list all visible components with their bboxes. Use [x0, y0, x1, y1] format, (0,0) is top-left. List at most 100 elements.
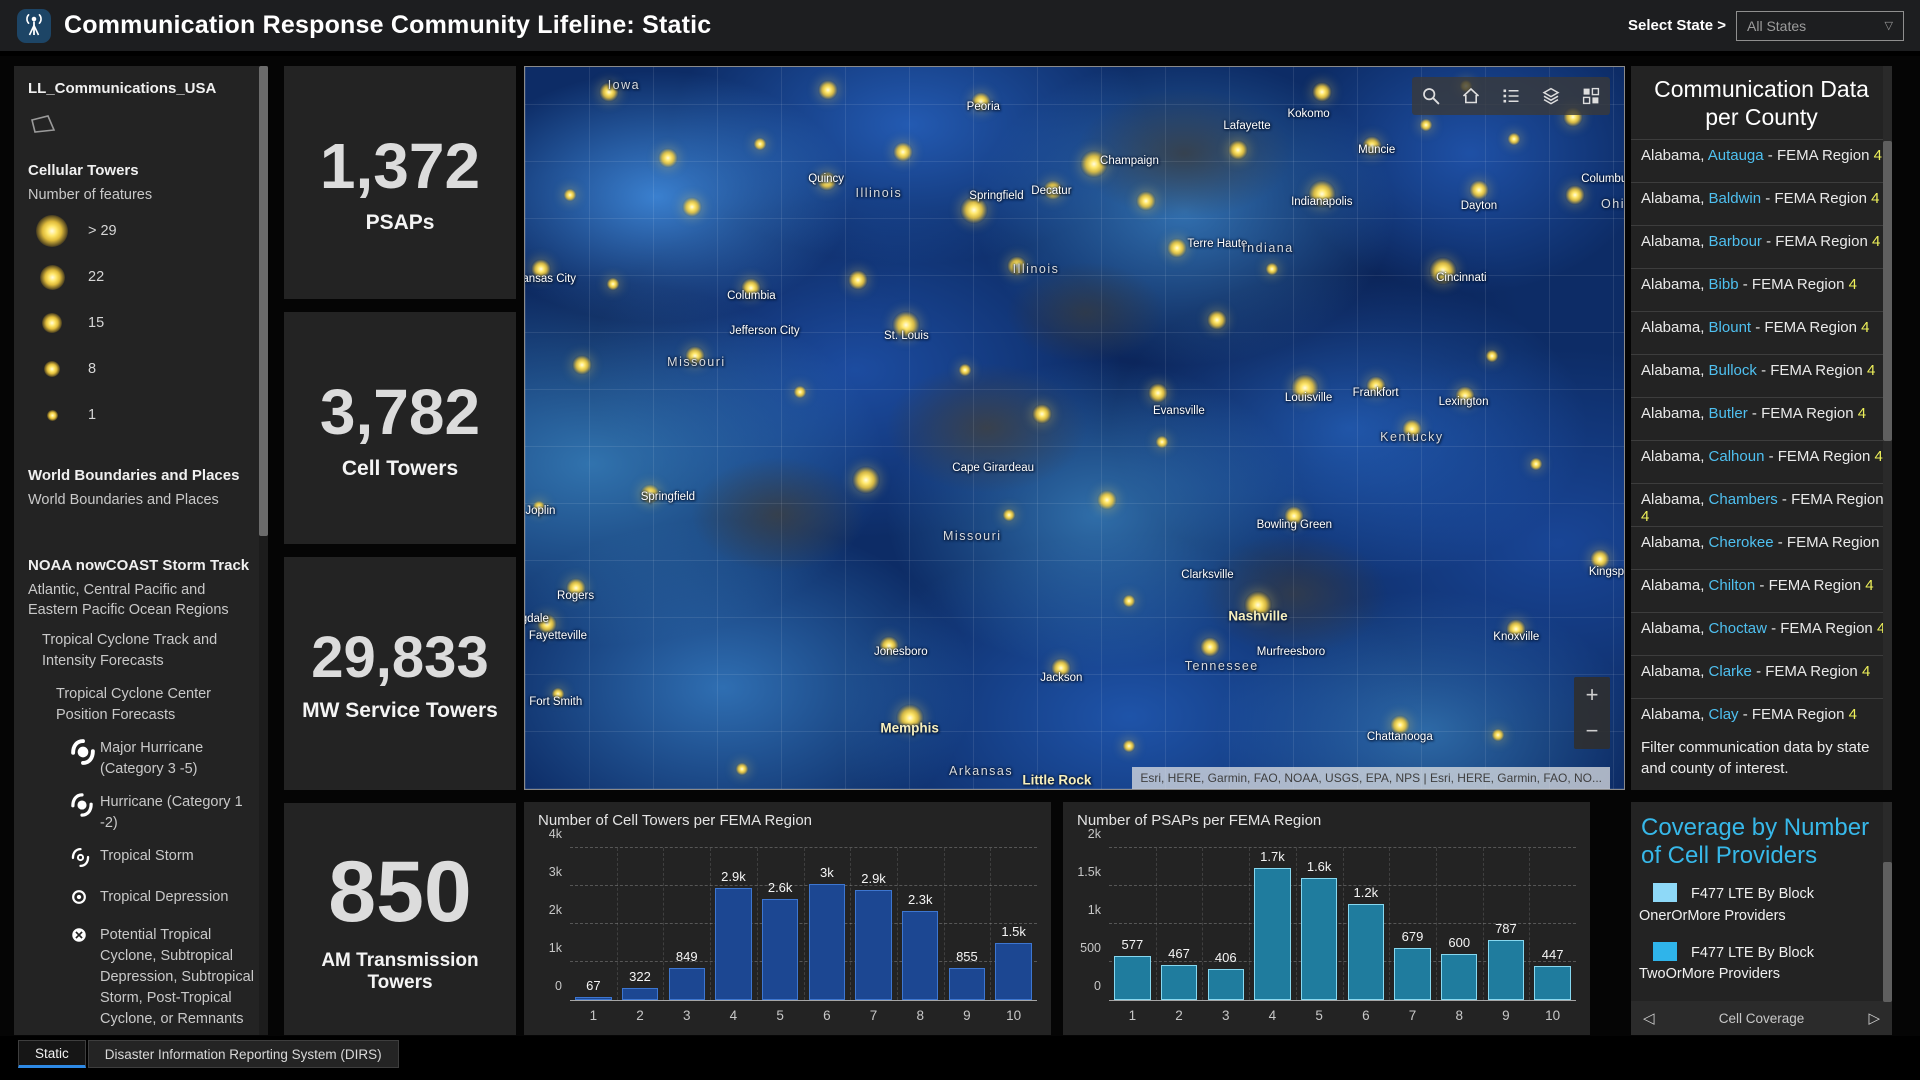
county-panel: Communication Data per County Alabama, A…	[1631, 66, 1892, 790]
bar-value-label: 1.7k	[1260, 848, 1285, 864]
cell-tower-cluster-marker	[531, 259, 552, 280]
map[interactable]: Iowa Peoria Kokomo Lafayette Muncie Champaign…	[524, 66, 1625, 790]
map-place-label: Lafayette	[1223, 120, 1271, 133]
x-axis-tick-label: 10	[1006, 1008, 1022, 1023]
gridline	[570, 961, 1037, 962]
county-list-item[interactable]: Alabama, Chambers - FEMA Region 4	[1631, 483, 1892, 526]
county-list-item[interactable]: Alabama, Clarke - FEMA Region 4	[1631, 655, 1892, 698]
bar[interactable]	[808, 884, 846, 1000]
chart-slot: 787 9	[1482, 848, 1530, 1023]
state-select[interactable]: All States ▽	[1736, 10, 1904, 41]
bar[interactable]	[1300, 877, 1338, 1000]
cell-tower-cluster-marker	[606, 277, 620, 291]
cell-tower-cluster-marker	[1506, 618, 1527, 639]
gridline	[1109, 961, 1576, 962]
bar[interactable]	[995, 943, 1032, 1000]
bar[interactable]	[1534, 966, 1571, 1000]
next-page-icon[interactable]: ▷	[1868, 1010, 1880, 1027]
fema-region-text: - FEMA Region	[1747, 405, 1858, 423]
county-list-item[interactable]: Alabama, Chilton - FEMA Region 4	[1631, 569, 1892, 612]
bar[interactable]	[1347, 904, 1385, 1000]
chart-slot: 577 1	[1109, 848, 1156, 1023]
bar[interactable]	[1441, 954, 1478, 1000]
county-list-item[interactable]: Alabama, Bullock - FEMA Region 4	[1631, 354, 1892, 397]
county-list-item[interactable]: Alabama, Bibb - FEMA Region 4	[1631, 268, 1892, 311]
stat-label: Cell Towers	[341, 456, 459, 480]
bar[interactable]	[1394, 948, 1431, 1000]
cellular-symbol-row: 1	[34, 399, 258, 431]
x-axis-tick-label: 2	[636, 1008, 644, 1023]
county-state-text: Alabama,	[1641, 491, 1709, 509]
tab-disaster-information-reporting-system-dirs[interactable]: Disaster Information Reporting System (D…	[87, 1040, 399, 1068]
x-axis-tick-label: 3	[1221, 1008, 1230, 1023]
cell-cluster-dot-icon	[39, 264, 65, 290]
cellular-symbol-label: > 29	[88, 223, 117, 240]
cell-tower-cluster-marker	[565, 578, 586, 599]
map-place-label: Terre Haute	[1187, 237, 1248, 250]
layers-icon[interactable]	[1540, 85, 1562, 107]
county-panel-title: Communication Data per County	[1654, 76, 1869, 130]
bar[interactable]	[1207, 969, 1244, 1000]
fema-region-number: 4	[1641, 508, 1650, 526]
legend-noaa-title: NOAA nowCOAST Storm Track	[28, 556, 250, 574]
legend-noaa-subtitle: Atlantic, Central Pacific and Eastern Pa…	[28, 581, 229, 618]
bar[interactable]	[1487, 940, 1525, 1000]
map-place-label: Clarksville	[1181, 569, 1234, 582]
legend-swatch-icon	[1653, 941, 1677, 961]
bar[interactable]	[575, 997, 612, 1000]
previous-page-icon[interactable]: ◁	[1643, 1010, 1655, 1027]
chart-slot: 1.5k 10	[990, 848, 1037, 1023]
cellular-symbol-label: 1	[88, 407, 97, 424]
basemap-icon[interactable]	[1580, 85, 1602, 107]
county-list-item[interactable]: Alabama, Cherokee - FEMA Region 4	[1631, 526, 1892, 569]
cell-tower-cluster-marker	[851, 465, 880, 494]
gridline-vertical	[663, 848, 665, 1000]
cellular-symbol-label: 22	[88, 269, 105, 286]
stat-value: 1,372	[319, 130, 481, 203]
legend-scrollbar-thumb[interactable]	[259, 66, 268, 536]
tab-static[interactable]: Static	[18, 1040, 86, 1068]
county-list-item[interactable]: Alabama, Choctaw - FEMA Region 4	[1631, 612, 1892, 655]
bar[interactable]	[668, 967, 705, 1000]
cell-tower-cluster-marker	[563, 188, 577, 202]
y-axis-tick-label: 3k	[548, 865, 562, 879]
chevron-down-icon: ▽	[1884, 20, 1893, 32]
x-axis-tick-label: 6	[823, 1008, 831, 1023]
chart-slot: 849 3	[663, 848, 710, 1023]
coverage-scrollbar-thumb[interactable]	[1883, 862, 1892, 1002]
bar[interactable]	[761, 899, 799, 1000]
cell-tower-cluster-marker	[1135, 190, 1156, 211]
bar[interactable]	[1114, 956, 1151, 1000]
bar[interactable]	[1254, 867, 1291, 1000]
fema-region-number: 4	[1865, 577, 1874, 595]
cell-tower-cluster-marker	[1362, 136, 1383, 157]
bar[interactable]	[948, 967, 986, 1000]
county-list-item[interactable]: Alabama, Baldwin - FEMA Region 4	[1631, 182, 1892, 225]
bar[interactable]	[855, 889, 892, 1000]
cell-tower-cluster-marker	[878, 636, 899, 657]
county-list-item[interactable]: Alabama, Clay - FEMA Region 4	[1631, 698, 1892, 741]
chart-slot: 447 10	[1529, 848, 1576, 1023]
bar[interactable]	[902, 910, 939, 1000]
county-list-item[interactable]: Alabama, Autauga - FEMA Region 4	[1631, 139, 1892, 182]
zoom-out-button[interactable]: −	[1574, 713, 1610, 749]
chart-slot: 1.6k 5	[1295, 848, 1343, 1023]
county-list-item[interactable]: Alabama, Blount - FEMA Region 4	[1631, 311, 1892, 354]
bar[interactable]	[621, 987, 659, 1000]
chart-slot: 322 2	[616, 848, 664, 1023]
legend-icon[interactable]	[1500, 85, 1522, 107]
tropical-storm-icon	[70, 847, 100, 875]
county-list-item[interactable]: Alabama, Barbour - FEMA Region 4	[1631, 225, 1892, 268]
home-icon[interactable]	[1460, 85, 1482, 107]
fema-region-number: 4	[1874, 448, 1883, 466]
county-list-item[interactable]: Alabama, Calhoun - FEMA Region 4	[1631, 440, 1892, 483]
bar[interactable]	[1160, 964, 1198, 1000]
bar[interactable]	[715, 887, 752, 1000]
county-scrollbar-thumb[interactable]	[1883, 141, 1892, 441]
cell-tower-cluster-marker	[1155, 435, 1169, 449]
zoom-in-button[interactable]: +	[1574, 677, 1610, 713]
county-list-item[interactable]: Alabama, Butler - FEMA Region 4	[1631, 397, 1892, 440]
search-icon[interactable]	[1420, 85, 1442, 107]
polygon-layer-icon	[30, 113, 258, 140]
fema-region-number: 4	[1848, 706, 1857, 724]
